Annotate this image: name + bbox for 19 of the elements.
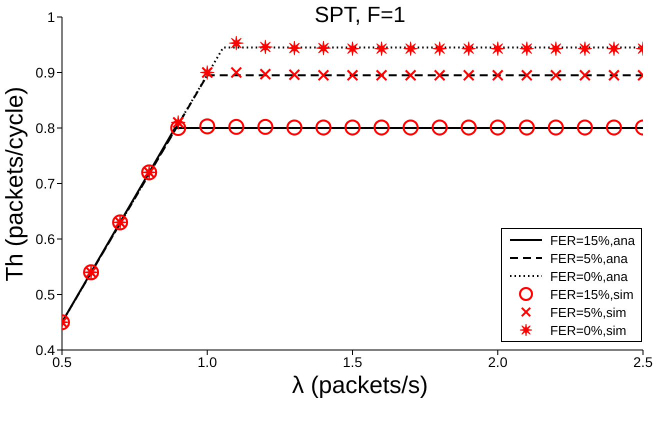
x-tick-label: 2.0 — [488, 354, 508, 370]
y-tick-label: 0.8 — [36, 120, 56, 136]
y-tick-label: 0.9 — [36, 64, 56, 80]
y-tick-label: 1 — [47, 8, 56, 25]
chart-title: SPT, F=1 — [313, 2, 407, 28]
legend-label: FER=0%,ana — [550, 268, 628, 284]
x-tick-label: 1.0 — [198, 354, 218, 370]
legend-label: FER=5%,ana — [550, 250, 628, 266]
x-tick-label: 1.5 — [342, 354, 362, 370]
legend-label: FER=15%,ana — [550, 232, 635, 248]
x-tick-label: 2.5 — [633, 354, 653, 370]
legend-label: FER=0%,sim — [550, 322, 626, 338]
legend-label: FER=5%,sim — [550, 304, 626, 320]
legend-label: FER=15%,sim — [550, 286, 634, 302]
x-axis-title: λ (packets/s) — [290, 372, 430, 400]
y-tick-label: 0.5 — [36, 286, 56, 302]
y-tick-label: 0.6 — [36, 230, 56, 247]
y-axis-title: Th (packets/cycle) — [1, 86, 29, 281]
y-tick-label: 0.7 — [36, 175, 56, 192]
